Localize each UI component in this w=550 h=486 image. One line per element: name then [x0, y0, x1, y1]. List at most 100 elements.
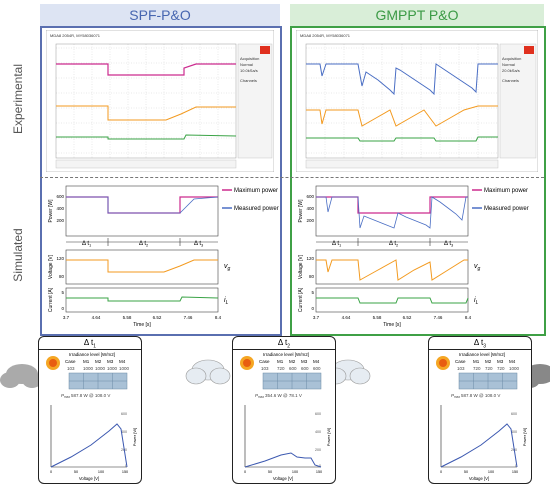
sim-right-max-power: [316, 196, 468, 214]
case-val-m1: 720: [277, 366, 285, 371]
scope-right-side-panel: [499, 43, 537, 159]
case-col-m1: M1: [277, 359, 284, 364]
sim-right-meas-power: [316, 196, 468, 229]
pv-x-tick-0: 0: [440, 470, 442, 474]
sim-left-voltage-ylabel: Voltage [V]: [48, 254, 54, 279]
scope-right-current-trace: [306, 136, 498, 142]
sim-left-x-tick-3: 6.52: [153, 315, 162, 320]
scope-right-channels-title: Channels: [502, 78, 519, 83]
pv-x-tick-50: 50: [464, 470, 468, 474]
case-col-m1: M1: [83, 359, 90, 364]
sim-left-p-tick-2: 200: [56, 218, 64, 223]
case-col-m3: M3: [107, 359, 114, 364]
scope-right-acq-mode: Normal: [502, 62, 515, 67]
case-val-m4: 1000: [119, 366, 130, 371]
sim-right-v-tick-1: 80: [309, 274, 315, 279]
pv-module-icon: [262, 372, 322, 390]
sim-right-il: iL: [474, 297, 479, 306]
sim-right-p-tick-2: 200: [306, 218, 314, 223]
scope-left-info: MDA8 2054R, MY58036071: [50, 33, 101, 38]
sim-right-current: [316, 297, 469, 304]
scope-right-info: MDA8 2054R, MY58036071: [300, 33, 351, 38]
pmax-label: Pmax354.6 W @ 78.1 V: [255, 393, 302, 399]
irradiance-title: Irradiance level [W/m2]: [459, 352, 505, 357]
sim-left-vg: vg: [224, 263, 231, 272]
sim-left-x-tick-0: 3.7: [63, 315, 70, 320]
pv-y-label: Power [W]: [522, 428, 527, 446]
pv-panel-1: Δ t1 Irradiance level [W/m2] Case M1 M2 …: [38, 336, 142, 484]
scope-left: MDA8 2054R, MY58036071 Acquisition Norma…: [46, 30, 274, 172]
pv-y-label: Power [W]: [132, 428, 137, 446]
pv-x-tick-100: 100: [98, 470, 104, 474]
scope-left-voltage-trace: [56, 105, 236, 121]
pv-x-tick-100: 100: [488, 470, 494, 474]
sim-right-p-tick-1: 400: [306, 206, 314, 211]
scope-right-grid: [306, 44, 498, 158]
sim-right-legend-max-label: Maximum power: [484, 188, 528, 194]
scope-right-plot-border: [305, 43, 499, 159]
sim-right-i-tick-1: 0: [311, 306, 314, 311]
sim-left-xlabel: Time [s]: [133, 322, 151, 328]
scope-left-side-panel: [237, 43, 273, 159]
case-val-left: 103: [67, 366, 75, 371]
sim-left-x-tick-1: 4.64: [92, 315, 101, 320]
sim-right-dt3: Δ t3: [444, 241, 454, 248]
pv-power-curve: [50, 423, 128, 468]
sim-right-dt1: Δ t1: [332, 241, 342, 248]
pv-curve-axes: [244, 405, 321, 468]
sim-right-current-axes: [315, 287, 469, 313]
scope-left-channels-title: Channels: [240, 78, 257, 83]
pv-y-tick-600: 600: [121, 412, 127, 416]
sim-left-max-power: [66, 196, 218, 214]
scope-left-power-trace: [56, 63, 236, 76]
case-col-m3: M3: [497, 359, 504, 364]
pv-panel-title: Δ t1: [39, 337, 141, 350]
pv-x-label: Voltage [V]: [273, 476, 293, 481]
pmax-label: Pmax587.8 W @ 108.0 V: [61, 393, 110, 399]
case-val-m3: 720: [497, 366, 505, 371]
irradiance-title: Irradiance level [W/m2]: [263, 352, 309, 357]
scope-right-logo: [524, 46, 534, 54]
pv-x-tick-50: 50: [268, 470, 272, 474]
sim-right: Power [W] 600 400 200 Maximum power Meas…: [298, 185, 529, 328]
pv-x-tick-100: 100: [292, 470, 298, 474]
case-val-m1: 720: [473, 366, 481, 371]
pv-x-tick-150: 150: [316, 470, 322, 474]
sim-left: Power [W] 600 400 200 Maximum power Meas…: [48, 185, 279, 328]
sim-right-x-tick-1: 4.64: [342, 315, 351, 320]
sim-right-x-tick-0: 3.7: [313, 315, 320, 320]
case-val-m2: 720: [485, 366, 493, 371]
scope-left-acq-title: Acquisition: [240, 56, 259, 61]
sim-right-dt2: Δ t2: [389, 241, 399, 248]
pv-y-tick-0: 0: [319, 464, 321, 468]
scope-left-current-trace: [56, 134, 237, 140]
pv-x-tick-50: 50: [74, 470, 78, 474]
cloud-icon: [0, 364, 42, 388]
row-separator: [40, 177, 544, 178]
pv-y-tick-200: 200: [315, 448, 321, 452]
sim-left-x-tick-2: 5.58: [123, 315, 132, 320]
case-val-m1: 1000: [83, 366, 94, 371]
right-header-band: [290, 4, 544, 26]
scope-right-acq-rate: 20.0kSa/s: [502, 68, 520, 73]
pv-y-tick-400: 400: [121, 430, 127, 434]
row-label-simulated: Simulated: [11, 228, 25, 282]
legend-meas-label: Measured power: [234, 206, 279, 212]
sim-right-power-axes: [315, 185, 469, 237]
pv-y-tick-600: 600: [315, 412, 321, 416]
case-val-m3: 600: [301, 366, 309, 371]
sim-left-x-tick-5: 8.4: [215, 315, 222, 320]
sim-left-voltage: [66, 259, 218, 273]
sim-left-dt1: Δ t1: [82, 241, 92, 248]
pv-curve-axes: [440, 405, 517, 468]
case-col-m2: M2: [289, 359, 296, 364]
case-val-m4: 600: [313, 366, 321, 371]
case-col-m4: M4: [509, 359, 516, 364]
sun-icon: [240, 356, 254, 370]
irradiance-title: Irradiance level [W/m2]: [69, 352, 115, 357]
case-val-m2: 1000: [95, 366, 106, 371]
case-val-left: 103: [457, 366, 465, 371]
legend-max-label: Maximum power: [234, 188, 278, 194]
sim-right-legend-meas-label: Measured power: [484, 206, 529, 212]
sim-right-current-ylabel: Current [A]: [298, 287, 304, 312]
